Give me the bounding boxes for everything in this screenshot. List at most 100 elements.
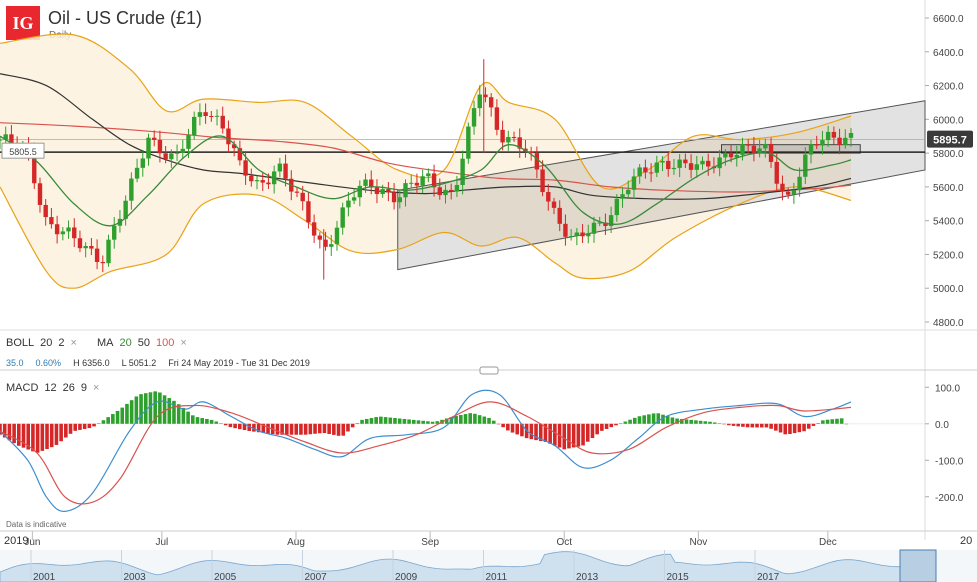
- candle-body: [654, 162, 660, 173]
- macd-histogram-bar: [96, 423, 101, 424]
- candle-body: [112, 225, 117, 240]
- candle-body: [848, 132, 854, 138]
- macd-histogram-bar: [209, 419, 214, 424]
- candle-body: [631, 176, 637, 190]
- macd-histogram-bar: [477, 415, 482, 424]
- candle-body: [0, 139, 3, 141]
- macd-histogram-bar: [821, 420, 825, 424]
- candle-body: [66, 227, 71, 232]
- macd-histogram-bar: [585, 423, 590, 442]
- close-macd-icon[interactable]: ×: [93, 382, 100, 394]
- navigator-year-label: 2001: [33, 572, 56, 582]
- candle-body: [774, 161, 779, 184]
- macd-histogram-bar: [162, 395, 167, 424]
- macd-histogram-bar: [642, 415, 646, 424]
- candle-body: [717, 157, 722, 169]
- candle-body: [214, 115, 220, 117]
- ma-param-1: 20: [119, 337, 132, 349]
- macd-histogram-bar: [600, 423, 604, 431]
- candle-body: [534, 153, 540, 170]
- ma-label: MA: [96, 337, 114, 349]
- macd-histogram-bar: [190, 415, 195, 424]
- candle-body: [763, 143, 768, 149]
- candle-body: [3, 134, 8, 140]
- navigator-year-label: 2015: [667, 572, 690, 582]
- macd-histogram-bar: [115, 410, 120, 424]
- macd-histogram-bar: [618, 423, 623, 424]
- candle-body: [426, 173, 431, 177]
- candle-body: [163, 153, 168, 160]
- panel-resize-handle: [479, 366, 499, 375]
- candle-body: [643, 167, 648, 173]
- macd-histogram-bar: [346, 423, 350, 432]
- boll-indicator[interactable]: BOLL 20 2 × MA 20 50 100 ×: [6, 337, 187, 349]
- candle-body: [226, 128, 231, 145]
- candle-body: [306, 201, 311, 223]
- candle-body: [694, 164, 699, 170]
- macd-indicator[interactable]: MACD 12 26 9 ×: [6, 382, 99, 394]
- macd-histogram-bar: [581, 423, 585, 446]
- macd-histogram-bar: [698, 420, 703, 424]
- macd-histogram-bar: [783, 423, 788, 435]
- macd-histogram-bar: [755, 423, 759, 428]
- macd-histogram-bar: [797, 423, 802, 433]
- macd-histogram-bar: [595, 423, 599, 435]
- candle-body: [688, 163, 694, 170]
- candle-body: [563, 223, 568, 237]
- candle-body: [740, 144, 745, 155]
- macd-histogram-bar: [708, 421, 712, 424]
- navigator-year-label: 2009: [395, 572, 418, 582]
- price-tick-label: 5000.0: [933, 284, 964, 295]
- navigator-year-label: 2011: [486, 572, 508, 582]
- macd-histogram-bar: [759, 423, 764, 428]
- macd-histogram-bar: [167, 398, 172, 424]
- candle-body: [146, 137, 151, 159]
- macd-histogram-bar: [553, 423, 557, 446]
- macd-histogram-bar: [78, 423, 82, 430]
- navigator-area: [0, 551, 901, 582]
- macd-histogram-bar: [252, 423, 256, 432]
- macd-histogram-bar: [407, 419, 411, 424]
- macd-histogram-bar: [590, 423, 595, 439]
- macd-param-2: 26: [62, 382, 75, 394]
- macd-histogram-bar: [186, 411, 190, 424]
- navigator-year-label: 2005: [214, 572, 237, 582]
- candle-body: [591, 222, 597, 234]
- candle-body: [517, 137, 522, 149]
- candle-body: [700, 160, 705, 165]
- macd-histogram-bar: [571, 423, 576, 448]
- candle-body: [380, 189, 385, 195]
- candle-body: [254, 180, 260, 182]
- candle-body: [626, 189, 631, 195]
- macd-tick-label: 0.0: [935, 420, 949, 431]
- macd-histogram-bar: [741, 423, 745, 427]
- close-ma-icon[interactable]: ×: [180, 337, 187, 349]
- ig-logo: IG: [6, 6, 40, 40]
- macd-histogram-bar: [158, 392, 162, 424]
- candle-body: [820, 140, 825, 146]
- close-boll-icon[interactable]: ×: [70, 337, 77, 349]
- candle-body: [568, 236, 574, 238]
- macd-histogram-bar: [750, 423, 755, 428]
- candle-body: [294, 191, 300, 193]
- price-tick-label: 5600.0: [933, 183, 964, 194]
- macd-histogram-bar: [205, 418, 209, 424]
- macd-histogram-bar: [562, 423, 567, 450]
- candle-body: [666, 160, 671, 170]
- candle-body: [54, 224, 60, 235]
- macd-histogram-bar: [402, 418, 407, 424]
- macd-histogram-bar: [73, 423, 78, 431]
- candle-body: [37, 183, 43, 205]
- macd-histogram-bar: [764, 423, 769, 428]
- macd-histogram-bar: [322, 423, 327, 434]
- macd-histogram-bar: [670, 417, 675, 424]
- macd-histogram-bar: [327, 423, 331, 434]
- macd-histogram-bar: [496, 423, 501, 425]
- month-tick-label: Jun: [24, 537, 40, 548]
- candle-body: [157, 139, 163, 154]
- macd-histogram-bar: [811, 423, 816, 426]
- macd-histogram-bar: [830, 419, 835, 424]
- candle-body: [100, 262, 106, 264]
- macd-histogram-bar: [223, 423, 228, 426]
